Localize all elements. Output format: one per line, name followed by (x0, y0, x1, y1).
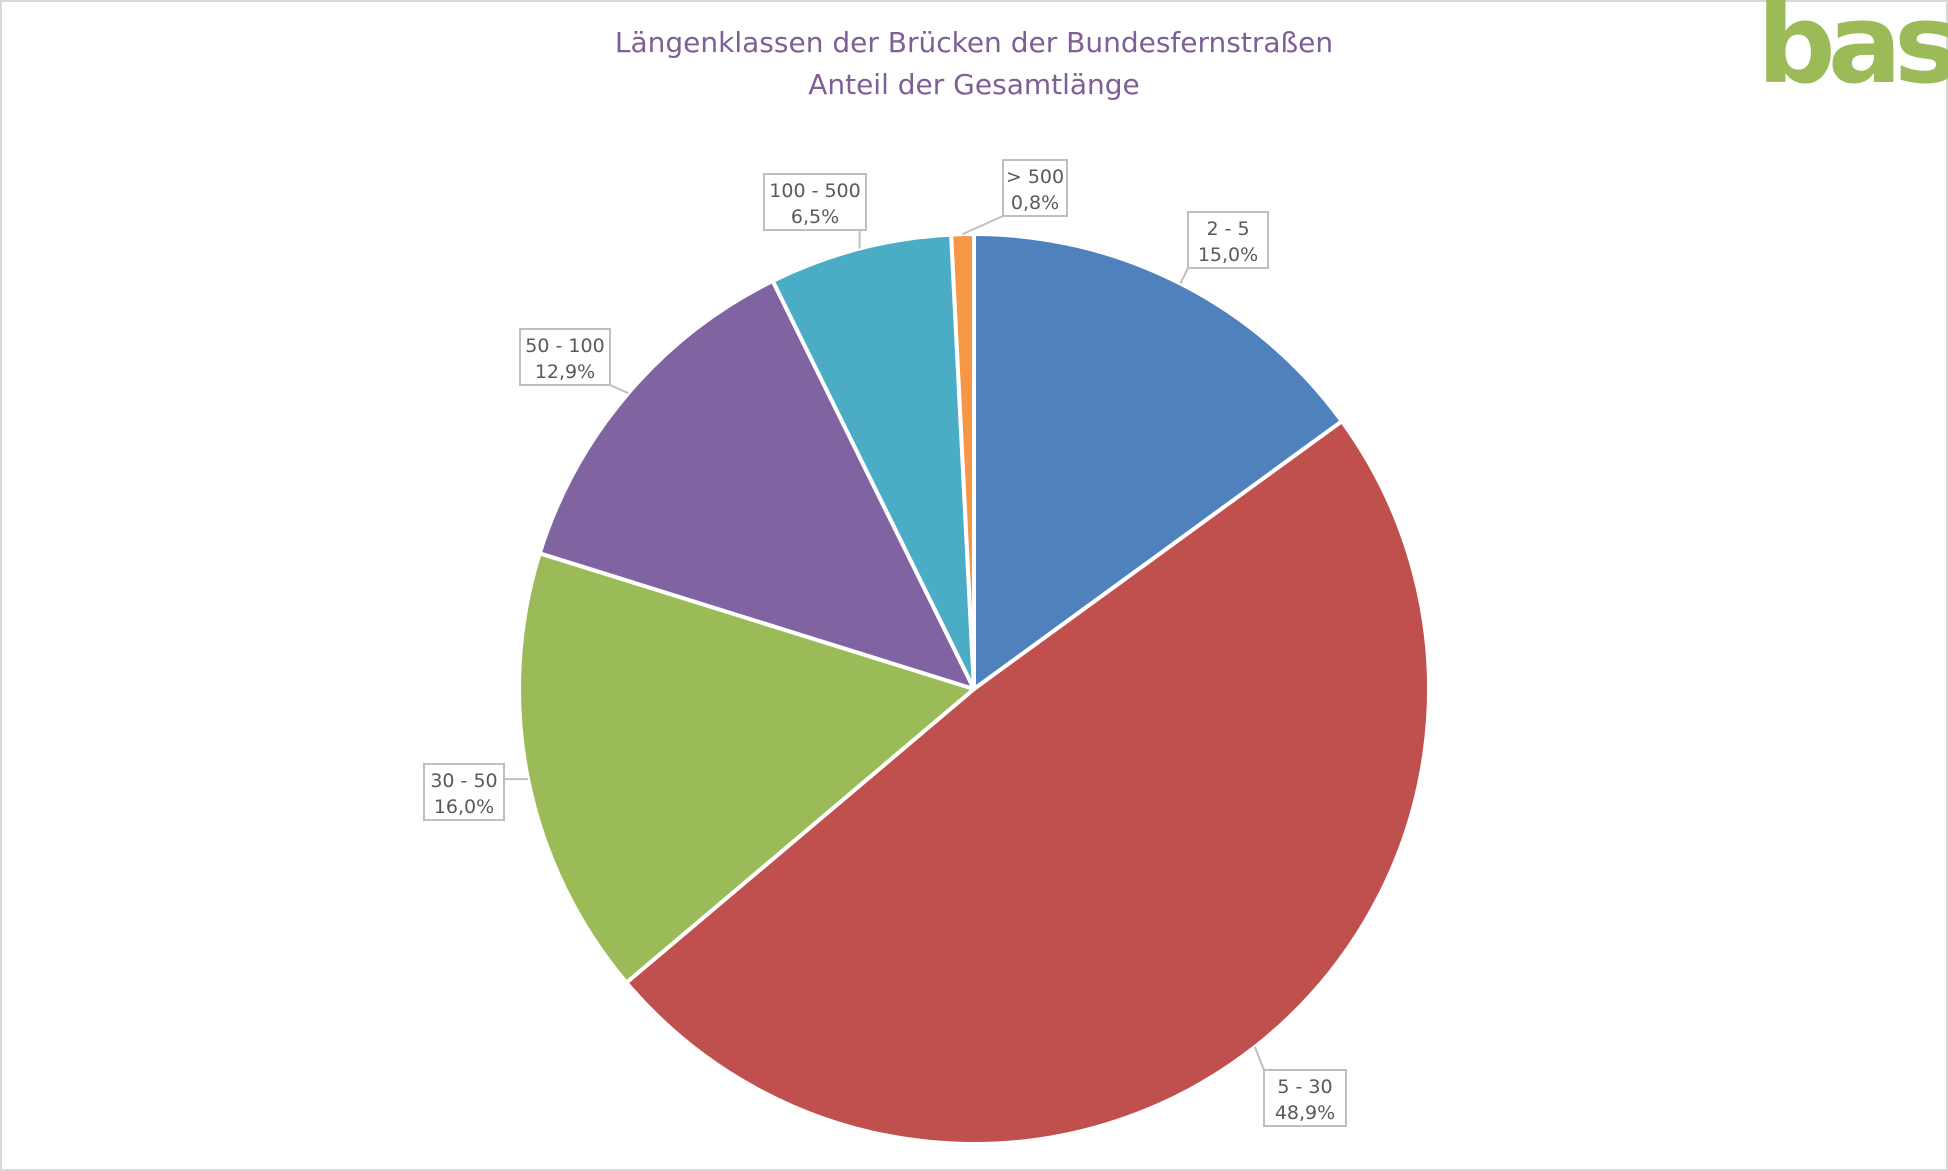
leader-line-1 (1253, 1046, 1265, 1071)
pie-slice-2 (517, 551, 976, 985)
value-label-0: 15,0% (1198, 244, 1258, 266)
category-label-5: > 500 (1006, 166, 1064, 188)
leader-line-5 (962, 215, 1004, 236)
value-label-3: 12,9% (535, 361, 595, 383)
category-label-3: 50 - 100 (525, 335, 604, 357)
category-label-1: 5 - 30 (1277, 1076, 1332, 1098)
leader-line-3 (609, 384, 629, 395)
chart-subtitle: Anteil der Gesamtlänge (808, 68, 1140, 101)
category-label-4: 100 - 500 (769, 180, 860, 202)
data-label-box-2 (423, 763, 505, 821)
leader-line-0 (1179, 267, 1189, 284)
pie-slice-1 (624, 419, 1431, 1146)
value-label-1: 48,9% (1275, 1102, 1335, 1124)
data-label-box-3 (519, 328, 611, 386)
category-label-0: 2 - 5 (1206, 218, 1249, 240)
pie-slice-4 (770, 232, 976, 691)
category-label-2: 30 - 50 (430, 770, 497, 792)
data-label-box-1 (1263, 1069, 1347, 1127)
value-label-4: 6,5% (791, 206, 839, 228)
pie-slice-3 (537, 278, 976, 691)
pie-slice-0 (972, 232, 1344, 691)
data-labels: 2 - 5 15,0% 5 - 30 48,9% 30 - 50 16,0% 50 - 10… (423, 159, 1347, 1127)
bast-logo: bast (1757, 0, 1948, 108)
chart-title: Längenklassen der Brücken der Bundesfern… (615, 26, 1333, 59)
data-label-box-5 (1002, 159, 1068, 217)
value-label-2: 16,0% (434, 796, 494, 818)
data-label-box-0 (1187, 211, 1269, 269)
data-label-box-4 (763, 173, 867, 231)
pie-slices (517, 232, 1431, 1146)
value-label-5: 0,8% (1011, 192, 1059, 214)
